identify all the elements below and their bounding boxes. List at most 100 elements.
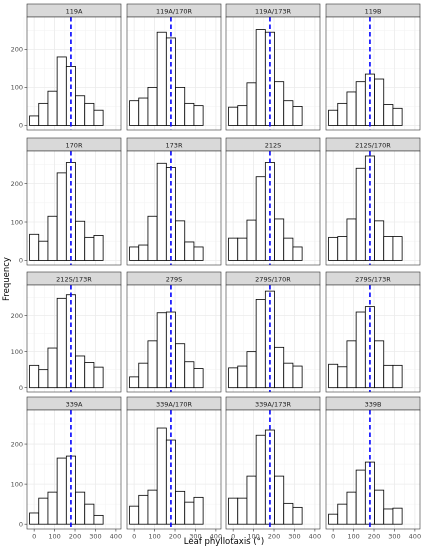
histogram-bar	[156, 427, 167, 525]
facet-label: 279S	[166, 275, 183, 283]
histogram-bar	[392, 107, 403, 126]
facet-panel: 339B 0 100 200 300 400	[322, 396, 421, 541]
panel-border	[26, 284, 122, 393]
histogram-bar	[156, 162, 167, 261]
x-tick-label: 0	[132, 533, 136, 541]
histogram-bar	[337, 366, 348, 389]
x-tick-label: 300	[388, 533, 400, 541]
facet-panel: 339A 0 100 200 0 100 200 300 400	[11, 396, 122, 541]
histogram-bar	[129, 100, 140, 126]
x-tick-label: 0	[32, 533, 36, 541]
panel-border	[225, 150, 321, 266]
y-tick-label: 200	[11, 312, 23, 320]
panel-border	[325, 284, 421, 393]
facet-panel: 119A/173R	[222, 3, 321, 131]
facet-label: 119B	[365, 7, 382, 15]
histogram-bar	[292, 365, 303, 389]
panel-border	[325, 150, 421, 266]
histogram-bar	[93, 366, 104, 389]
histogram-bar	[184, 241, 195, 261]
y-tick-label: 0	[19, 257, 23, 265]
histogram-bar	[246, 219, 257, 261]
facet-panel: 212S/173R 0 100 200	[11, 271, 122, 393]
x-tick-label: 400	[110, 533, 122, 541]
histogram-bar	[374, 78, 385, 126]
histogram-bar	[129, 376, 140, 389]
histogram-bar	[283, 362, 294, 389]
histogram-bar	[228, 497, 239, 525]
y-tick-label: 100	[11, 84, 23, 92]
panel-border	[225, 409, 321, 530]
histogram-bar	[255, 176, 266, 261]
histogram-bar	[392, 236, 403, 261]
histogram-bar	[237, 105, 248, 126]
panel-border	[126, 150, 222, 266]
histogram-bar	[47, 347, 58, 389]
histogram-bar	[237, 497, 248, 525]
x-tick-label: 200	[69, 533, 81, 541]
facet-label: 212S	[265, 141, 282, 149]
histogram-bar	[383, 104, 394, 126]
panel-border	[126, 16, 222, 131]
x-tick-label: 200	[169, 533, 181, 541]
histogram-bar	[75, 95, 86, 126]
histogram-bar	[156, 312, 167, 389]
histogram-bar	[392, 364, 403, 389]
panels-grid: 119A 0 100 200 119A/170R 119A/173R 119B 170R 0 10…	[11, 3, 421, 541]
histogram-bar	[175, 490, 186, 525]
x-tick-label: 300	[288, 533, 300, 541]
x-tick-label: 300	[89, 533, 101, 541]
histogram-bar	[38, 240, 49, 261]
histogram-bar	[328, 513, 339, 525]
y-tick-label: 0	[19, 122, 23, 130]
histogram-bar	[274, 218, 285, 261]
histogram-bar	[156, 31, 167, 126]
histogram-bar	[292, 506, 303, 525]
histogram-bar	[328, 363, 339, 389]
facet-label: 170R	[66, 141, 83, 149]
y-tick-label: 100	[11, 480, 23, 488]
histogram-bar	[292, 106, 303, 126]
histogram-bar	[283, 100, 294, 126]
x-tick-label: 100	[148, 533, 160, 541]
histogram-bar	[56, 457, 67, 525]
x-axis-title: Leaf phyllotaxis (°)	[184, 537, 264, 547]
histogram-bar	[274, 475, 285, 525]
histogram-bar	[292, 246, 303, 261]
histogram-bar	[246, 82, 257, 126]
panel-border	[26, 409, 122, 530]
histogram-bar	[355, 311, 366, 389]
histogram-bar	[346, 491, 357, 525]
facet-label: 119A/170R	[156, 7, 192, 15]
facet-panel: 279S	[123, 271, 222, 393]
facet-panel: 119A 0 100 200	[11, 3, 122, 131]
y-tick-label: 200	[11, 46, 23, 54]
histogram-bar	[383, 508, 394, 525]
histogram-bar	[383, 364, 394, 389]
y-tick-label: 100	[11, 348, 23, 356]
facet-panel: 339A/170R 0 100 200 300 400	[123, 396, 222, 541]
histogram-bar	[29, 512, 40, 525]
histogram-bar	[237, 237, 248, 261]
histogram-bar	[374, 340, 385, 389]
histogram-bar	[38, 102, 49, 126]
y-axis-title: Frequency	[2, 257, 12, 301]
histogram-bar	[47, 90, 58, 126]
histogram-bar	[355, 167, 366, 261]
panel-border	[325, 409, 421, 530]
histogram-bar	[138, 244, 149, 261]
y-tick-label: 0	[19, 384, 23, 392]
histogram-bar	[337, 236, 348, 261]
histogram-bar	[29, 233, 40, 261]
facet-panel: 170R 0 100 200	[11, 137, 122, 266]
facet-label: 212S/173R	[56, 275, 92, 283]
histogram-bar	[337, 102, 348, 126]
facet-panel: 212S	[222, 137, 321, 266]
histogram-bar	[175, 343, 186, 389]
histogram-bar	[193, 105, 204, 126]
histogram-bar	[147, 340, 158, 389]
histogram-bar	[228, 367, 239, 389]
histogram-bar	[147, 489, 158, 525]
histogram-bar	[337, 503, 348, 525]
histogram-bar	[184, 361, 195, 389]
